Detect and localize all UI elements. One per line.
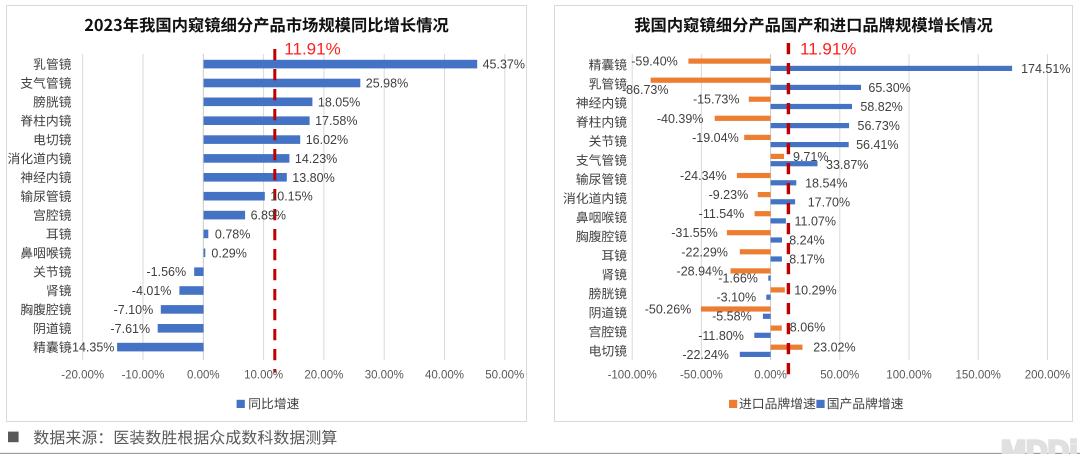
svg-text:8.24%: 8.24% bbox=[789, 234, 824, 248]
svg-text:8.17%: 8.17% bbox=[789, 253, 824, 267]
svg-text:50.00%: 50.00% bbox=[820, 369, 859, 381]
svg-text:18.54%: 18.54% bbox=[805, 176, 847, 190]
svg-text:-15.73%: -15.73% bbox=[693, 93, 740, 107]
svg-text:150.00%: 150.00% bbox=[955, 369, 1000, 381]
svg-text:45.37%: 45.37% bbox=[483, 58, 525, 72]
svg-text:-5.58%: -5.58% bbox=[712, 310, 752, 324]
svg-text:-4.01%: -4.01% bbox=[132, 284, 172, 298]
svg-text:-100.00%: -100.00% bbox=[608, 369, 657, 381]
svg-text:50.00%: 50.00% bbox=[485, 369, 524, 381]
svg-text:-28.94%: -28.94% bbox=[677, 264, 724, 278]
svg-text:6.89%: 6.89% bbox=[251, 209, 286, 223]
svg-text:10.15%: 10.15% bbox=[270, 190, 312, 204]
svg-text:174.51%: 174.51% bbox=[1021, 62, 1070, 76]
svg-text:-50.26%: -50.26% bbox=[645, 303, 692, 317]
svg-text:-7.10%: -7.10% bbox=[114, 303, 154, 317]
svg-text:17.58%: 17.58% bbox=[315, 114, 357, 128]
svg-text:40.00%: 40.00% bbox=[425, 369, 464, 381]
svg-text:56.73%: 56.73% bbox=[858, 119, 900, 133]
svg-text:-59.40%: -59.40% bbox=[631, 55, 678, 69]
svg-text:11.91%: 11.91% bbox=[284, 40, 340, 59]
svg-text:-40.39%: -40.39% bbox=[657, 112, 704, 126]
svg-text:58.82%: 58.82% bbox=[860, 100, 902, 114]
svg-text:9.71%: 9.71% bbox=[793, 150, 828, 164]
svg-text:-1.56%: -1.56% bbox=[146, 265, 186, 279]
svg-text:100.00%: 100.00% bbox=[886, 369, 931, 381]
svg-text:16.02%: 16.02% bbox=[306, 133, 348, 147]
svg-text:13.80%: 13.80% bbox=[292, 171, 334, 185]
svg-text:200.00%: 200.00% bbox=[1025, 369, 1070, 381]
svg-text:-9.23%: -9.23% bbox=[709, 188, 749, 202]
svg-text:8.06%: 8.06% bbox=[790, 321, 825, 335]
svg-text:-11.80%: -11.80% bbox=[698, 329, 744, 343]
svg-text:-22.29%: -22.29% bbox=[681, 245, 728, 259]
svg-text:-24.34%: -24.34% bbox=[680, 169, 727, 183]
svg-text:-10.00%: -10.00% bbox=[122, 369, 165, 381]
svg-text:11.91%: 11.91% bbox=[800, 40, 856, 59]
svg-text:-50.00%: -50.00% bbox=[680, 369, 723, 381]
svg-text:0.00%: 0.00% bbox=[754, 369, 787, 381]
svg-text:14.23%: 14.23% bbox=[295, 152, 337, 166]
svg-text:33.87%: 33.87% bbox=[826, 158, 868, 172]
svg-text:18.05%: 18.05% bbox=[318, 95, 360, 109]
svg-text:MDDi: MDDi bbox=[1001, 435, 1078, 454]
svg-text:23.02%: 23.02% bbox=[813, 341, 855, 355]
svg-text:-11.54%: -11.54% bbox=[699, 207, 745, 221]
svg-text:0.29%: 0.29% bbox=[211, 246, 246, 260]
svg-text:-31.55%: -31.55% bbox=[671, 226, 718, 240]
svg-text:30.00%: 30.00% bbox=[365, 369, 404, 381]
svg-text:-19.04%: -19.04% bbox=[692, 131, 739, 145]
svg-text:10.29%: 10.29% bbox=[794, 283, 836, 297]
svg-text:-3.10%: -3.10% bbox=[716, 291, 756, 305]
svg-text:-1.66%: -1.66% bbox=[718, 272, 758, 286]
svg-text:11.07%: 11.07% bbox=[795, 214, 836, 228]
svg-text:-22.24%: -22.24% bbox=[682, 348, 729, 362]
svg-text:17.70%: 17.70% bbox=[808, 195, 850, 209]
svg-text:0.00%: 0.00% bbox=[187, 369, 220, 381]
svg-text:0.78%: 0.78% bbox=[215, 227, 250, 241]
svg-text:20.00%: 20.00% bbox=[304, 369, 343, 381]
svg-text:10.00%: 10.00% bbox=[244, 369, 283, 381]
svg-text:-14.35%: -14.35% bbox=[68, 341, 115, 355]
svg-text:56.41%: 56.41% bbox=[856, 138, 898, 152]
svg-text:-20.00%: -20.00% bbox=[61, 369, 104, 381]
svg-text:25.98%: 25.98% bbox=[366, 77, 408, 91]
svg-text:-86.73%: -86.73% bbox=[622, 83, 669, 97]
svg-text:-7.61%: -7.61% bbox=[110, 322, 150, 336]
svg-text:65.30%: 65.30% bbox=[868, 81, 910, 95]
